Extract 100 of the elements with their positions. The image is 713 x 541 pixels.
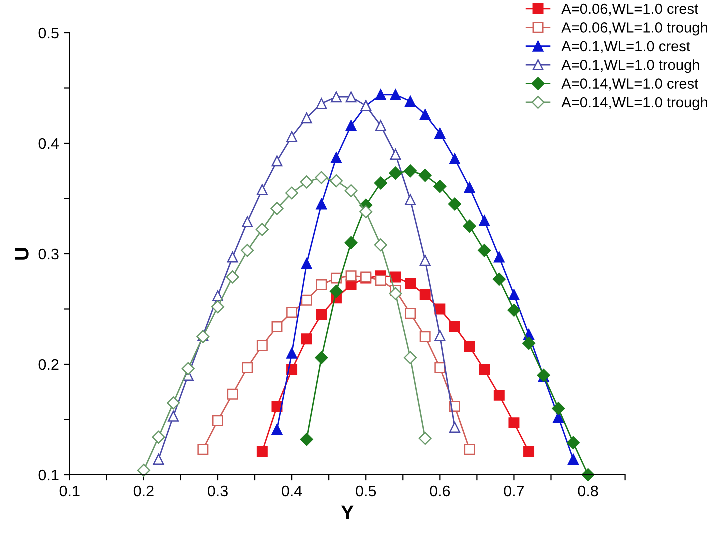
point — [390, 272, 402, 283]
point — [316, 98, 328, 110]
point — [463, 220, 476, 233]
point — [420, 109, 431, 120]
point — [420, 331, 431, 342]
x-tick-label: 0.1 — [60, 486, 80, 497]
point — [256, 340, 268, 352]
point — [330, 152, 342, 164]
point — [316, 279, 328, 290]
point — [272, 321, 283, 332]
point — [582, 468, 595, 482]
point — [464, 444, 476, 456]
point — [405, 308, 416, 320]
point — [272, 401, 283, 412]
point — [389, 166, 402, 180]
point — [272, 424, 283, 436]
y-tick-label: 0.4 — [38, 138, 60, 150]
point — [420, 289, 431, 300]
point — [449, 153, 460, 164]
point — [286, 307, 298, 318]
point — [479, 215, 490, 226]
point — [449, 321, 460, 332]
point — [566, 436, 580, 450]
point — [301, 112, 312, 124]
point — [227, 388, 238, 400]
x-tick-label: 0.4 — [282, 486, 302, 497]
legend-label: A=0.14,WL=1.0 trough — [562, 96, 708, 111]
point — [494, 390, 505, 401]
x-tick-label: 0.6 — [430, 486, 450, 497]
point — [242, 216, 254, 228]
point — [494, 252, 505, 263]
point — [375, 120, 386, 132]
y-tick-label: 0.3 — [38, 248, 59, 260]
point — [434, 128, 446, 140]
point — [405, 194, 416, 206]
point — [344, 236, 358, 250]
point — [286, 348, 298, 359]
point — [375, 275, 386, 286]
point — [316, 198, 328, 210]
point — [568, 454, 579, 466]
point — [479, 364, 490, 376]
point — [212, 415, 224, 426]
point — [522, 336, 536, 350]
point — [346, 92, 357, 103]
point — [360, 205, 373, 219]
point — [315, 171, 328, 184]
point — [375, 89, 386, 100]
y-tick-label: 0.1 — [38, 470, 59, 481]
point — [434, 362, 446, 374]
point — [301, 258, 312, 270]
point — [256, 223, 269, 236]
point — [316, 309, 328, 320]
point — [211, 300, 225, 314]
point — [167, 396, 180, 410]
y-axis-title: U — [15, 248, 29, 260]
point — [286, 186, 299, 200]
legend-label: A=0.06,WL=1.0 trough — [562, 22, 708, 36]
point — [478, 244, 492, 258]
x-tick-label: 0.8 — [578, 486, 598, 497]
point — [300, 176, 314, 189]
y-tick-label: 0.2 — [38, 359, 59, 370]
point — [405, 96, 416, 107]
legend-label: A=0.14,WL=1.0 crest — [562, 78, 698, 91]
point — [152, 430, 166, 444]
point — [449, 422, 460, 433]
x-tick-label: 0.2 — [134, 486, 154, 497]
point — [374, 176, 388, 190]
point — [389, 287, 402, 300]
point — [434, 180, 447, 194]
point — [242, 362, 254, 374]
point — [256, 184, 268, 196]
point — [137, 464, 150, 478]
point — [286, 131, 298, 142]
point — [272, 156, 283, 167]
point — [405, 278, 416, 290]
legend-label: A=0.1,WL=1.0 crest — [562, 41, 690, 54]
x-tick-label: 0.3 — [208, 486, 228, 497]
point — [153, 454, 164, 466]
point — [241, 244, 254, 258]
point — [226, 270, 240, 284]
legend-label: A=0.06,WL=1.0 crest — [562, 4, 698, 16]
point — [301, 334, 312, 345]
point — [315, 351, 328, 364]
point — [418, 169, 432, 182]
point — [420, 255, 431, 266]
point — [330, 285, 343, 298]
y-tick-label: 0.5 — [38, 28, 59, 39]
point — [212, 290, 224, 302]
point — [374, 238, 388, 252]
point — [182, 362, 195, 376]
point — [552, 402, 566, 416]
point — [464, 182, 476, 194]
point — [492, 272, 506, 286]
point — [227, 252, 238, 263]
point — [524, 446, 535, 458]
point — [346, 120, 357, 132]
point — [404, 164, 418, 178]
point — [448, 198, 462, 211]
point — [418, 432, 432, 446]
point — [198, 444, 209, 456]
